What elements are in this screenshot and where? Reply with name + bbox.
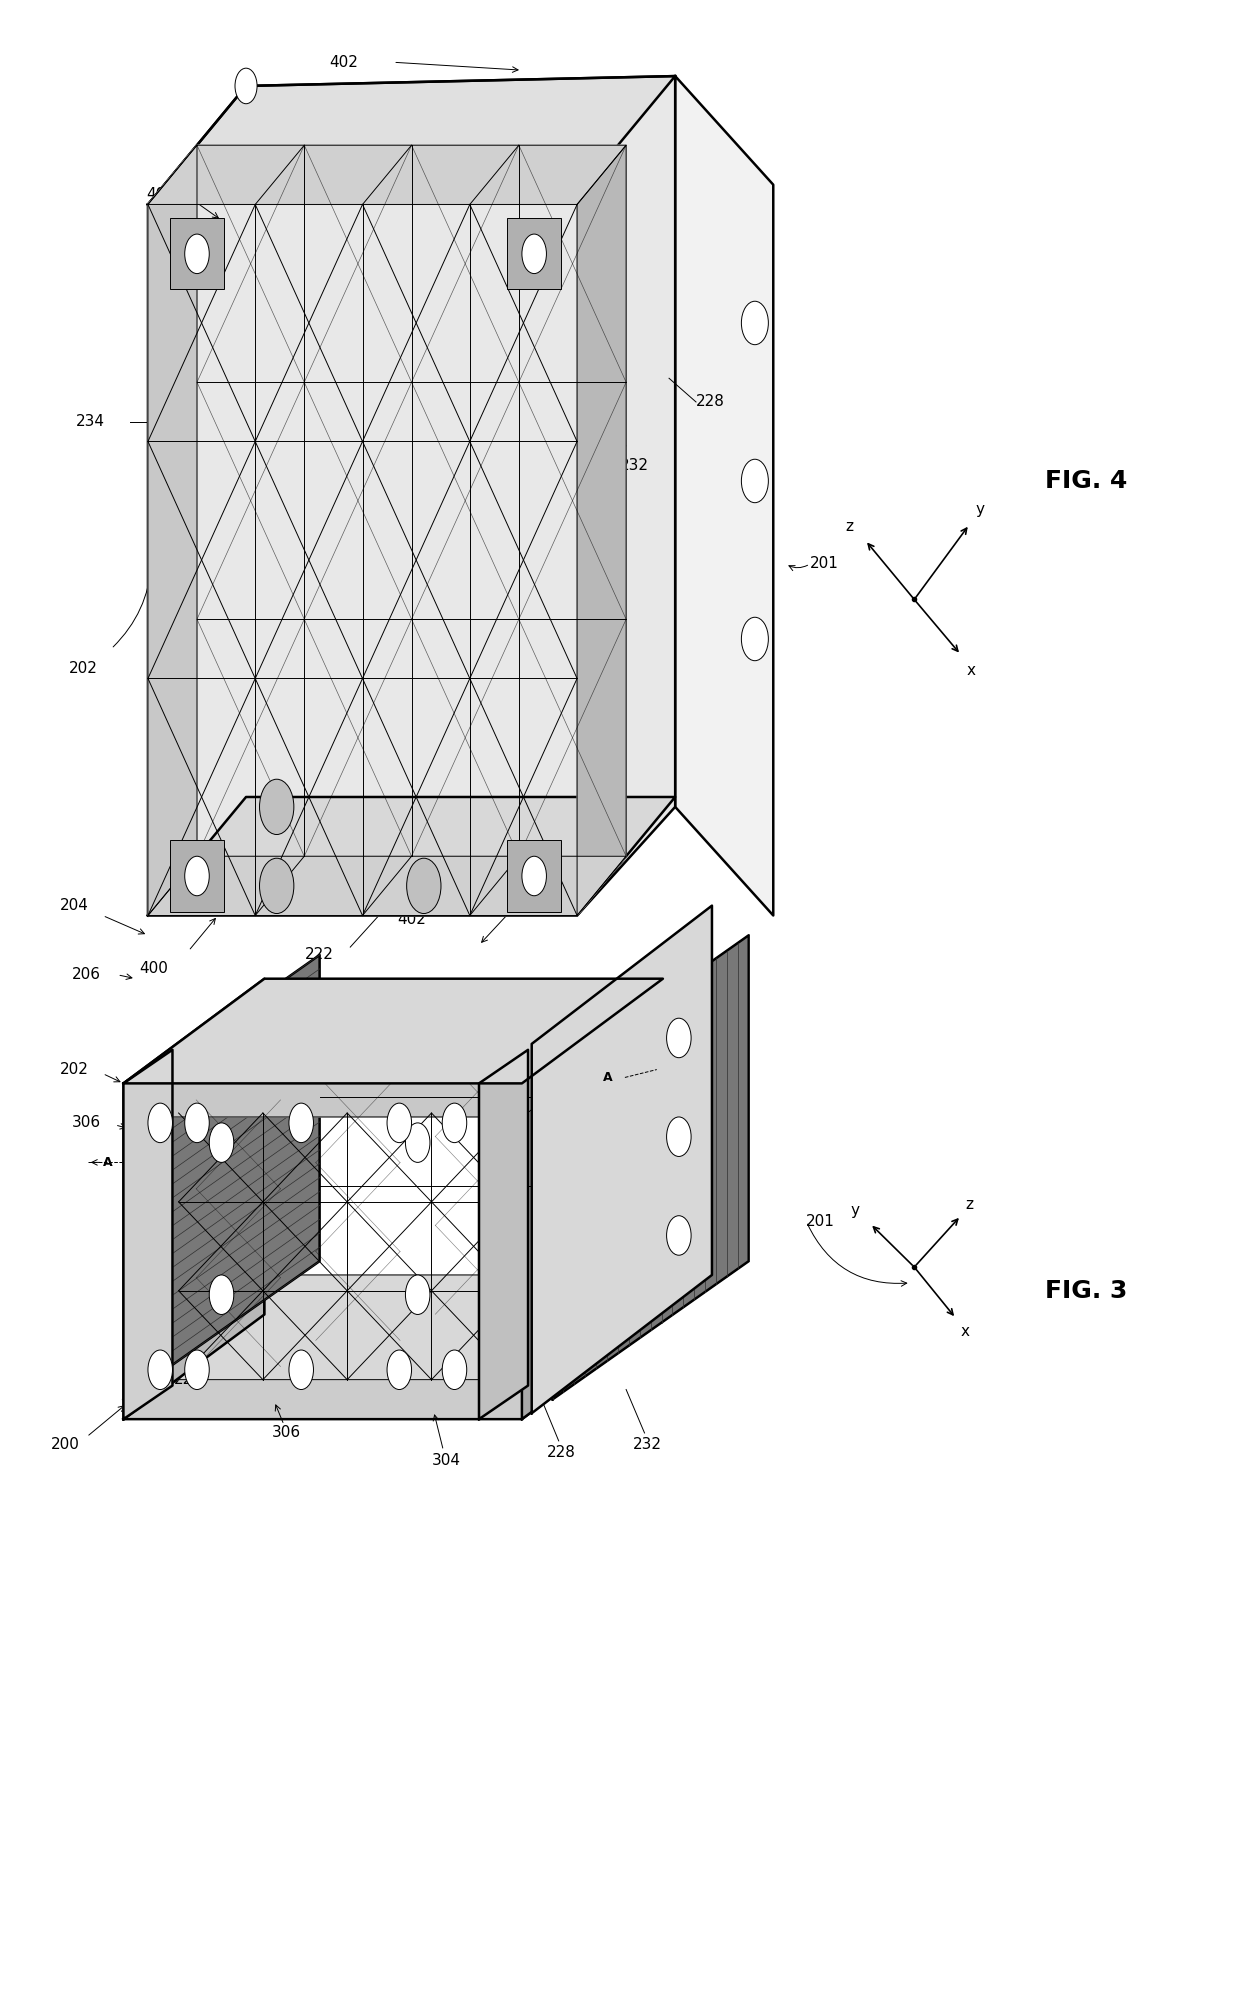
Text: 240: 240	[223, 1283, 252, 1299]
Polygon shape	[124, 1050, 172, 1418]
Text: A: A	[103, 1156, 113, 1170]
Polygon shape	[479, 1050, 528, 1418]
Text: 234: 234	[76, 414, 105, 430]
Polygon shape	[148, 145, 626, 205]
Text: 228: 228	[696, 394, 725, 410]
Polygon shape	[522, 979, 663, 1418]
Text: z: z	[844, 519, 853, 535]
Text: 201: 201	[806, 1213, 836, 1229]
Polygon shape	[148, 798, 675, 915]
Ellipse shape	[185, 235, 210, 274]
Text: 306: 306	[272, 1426, 301, 1440]
Circle shape	[407, 857, 441, 913]
Ellipse shape	[185, 855, 210, 895]
Text: 202: 202	[60, 1062, 89, 1078]
Text: 232: 232	[620, 457, 649, 473]
Text: 222: 222	[305, 947, 334, 963]
Text: 201: 201	[810, 557, 839, 571]
Polygon shape	[124, 1012, 663, 1118]
Polygon shape	[124, 1275, 663, 1380]
Bar	[507, 841, 562, 911]
Polygon shape	[124, 979, 663, 1084]
Circle shape	[210, 1275, 234, 1315]
Text: 200: 200	[51, 1438, 81, 1452]
Text: 400: 400	[140, 961, 169, 977]
Text: 304: 304	[432, 1454, 460, 1468]
Ellipse shape	[667, 1018, 691, 1058]
Text: 226: 226	[174, 1372, 203, 1386]
Polygon shape	[148, 76, 675, 915]
Ellipse shape	[742, 300, 769, 344]
Text: 402: 402	[330, 56, 358, 70]
Text: 306: 306	[72, 1116, 102, 1130]
Circle shape	[387, 1104, 412, 1142]
Polygon shape	[577, 145, 626, 915]
Circle shape	[443, 1104, 466, 1142]
Circle shape	[289, 1351, 314, 1390]
Text: 302: 302	[272, 1283, 301, 1299]
Circle shape	[148, 1351, 172, 1390]
Text: z: z	[966, 1197, 973, 1211]
Polygon shape	[124, 1315, 663, 1418]
Ellipse shape	[742, 459, 769, 503]
Circle shape	[185, 1104, 210, 1142]
Circle shape	[443, 1351, 466, 1390]
Text: 300: 300	[505, 889, 534, 903]
Text: 402: 402	[397, 911, 427, 927]
Text: 228: 228	[547, 1446, 575, 1460]
Bar	[170, 219, 224, 288]
Text: A: A	[603, 1070, 613, 1084]
Text: FIG. 3: FIG. 3	[1045, 1279, 1127, 1303]
Text: 234: 234	[712, 963, 742, 979]
Text: y: y	[851, 1203, 859, 1217]
Text: FIG. 4: FIG. 4	[1045, 469, 1127, 493]
Text: 232: 232	[632, 1438, 661, 1452]
Polygon shape	[148, 145, 197, 915]
Text: 226: 226	[154, 889, 184, 903]
Polygon shape	[124, 979, 264, 1418]
Circle shape	[148, 1104, 172, 1142]
Circle shape	[210, 1124, 234, 1162]
Ellipse shape	[667, 1118, 691, 1156]
Circle shape	[185, 1351, 210, 1390]
Circle shape	[259, 780, 294, 835]
Text: 204: 204	[60, 899, 89, 913]
Text: 206: 206	[72, 967, 102, 983]
Text: y: y	[976, 501, 985, 517]
Ellipse shape	[522, 855, 547, 895]
Text: 220: 220	[174, 1311, 203, 1327]
Text: 304: 304	[712, 1022, 742, 1038]
Polygon shape	[675, 76, 774, 915]
Ellipse shape	[522, 235, 547, 274]
Circle shape	[405, 1124, 430, 1162]
Text: 400: 400	[146, 187, 175, 203]
Ellipse shape	[236, 68, 257, 103]
Bar	[507, 219, 562, 288]
Polygon shape	[148, 76, 675, 205]
Circle shape	[259, 857, 294, 913]
Polygon shape	[124, 955, 320, 1400]
Polygon shape	[553, 935, 749, 1400]
Circle shape	[387, 1351, 412, 1390]
Polygon shape	[532, 905, 712, 1414]
Ellipse shape	[742, 617, 769, 660]
Circle shape	[405, 1275, 430, 1315]
Text: 202: 202	[68, 660, 98, 676]
Text: x: x	[961, 1325, 970, 1339]
Circle shape	[289, 1104, 314, 1142]
Polygon shape	[148, 855, 626, 915]
Text: x: x	[967, 662, 976, 678]
Ellipse shape	[667, 1215, 691, 1255]
Bar	[170, 841, 224, 911]
